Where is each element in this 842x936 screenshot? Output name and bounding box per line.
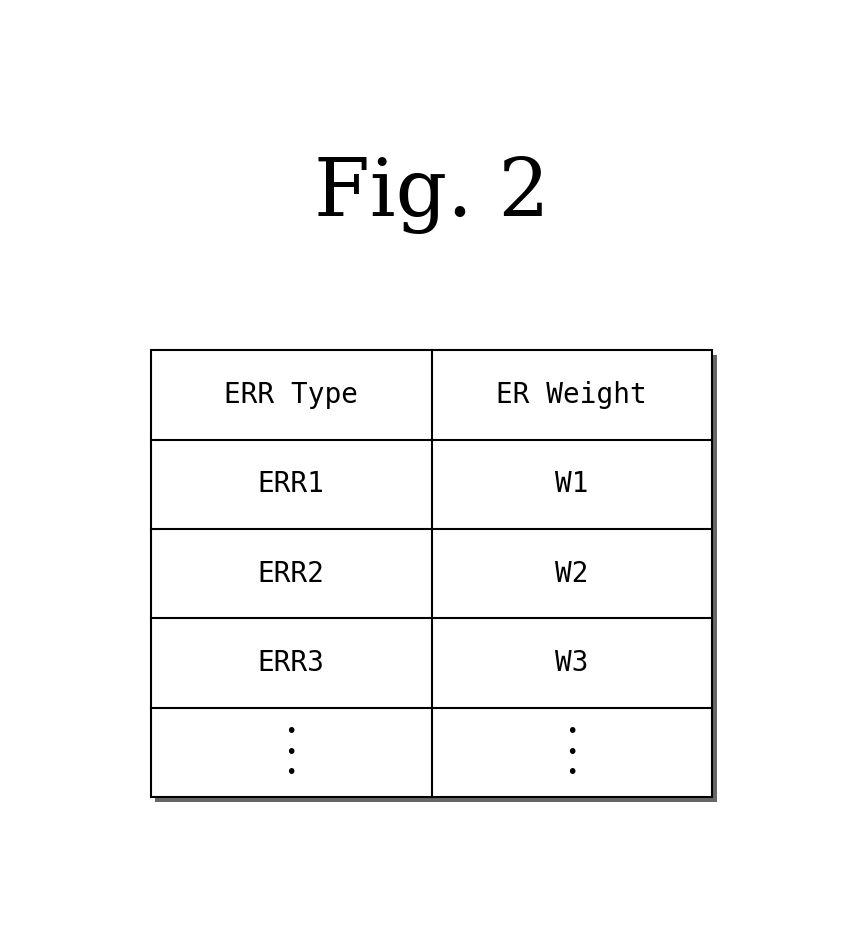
Text: W2: W2 [555,560,589,588]
Text: •: • [285,764,297,782]
Text: ER Weight: ER Weight [497,381,647,409]
Polygon shape [151,350,712,797]
Text: ERR2: ERR2 [258,560,325,588]
Text: •: • [566,764,578,782]
Polygon shape [156,355,717,802]
Text: ERR3: ERR3 [258,649,325,677]
Text: •: • [566,723,578,741]
Text: •: • [566,743,578,762]
Text: W3: W3 [555,649,589,677]
Text: W1: W1 [555,470,589,498]
Text: •: • [285,743,297,762]
Text: ERR Type: ERR Type [224,381,358,409]
Text: Fig. 2: Fig. 2 [314,156,549,234]
Text: ERR1: ERR1 [258,470,325,498]
Text: •: • [285,723,297,741]
